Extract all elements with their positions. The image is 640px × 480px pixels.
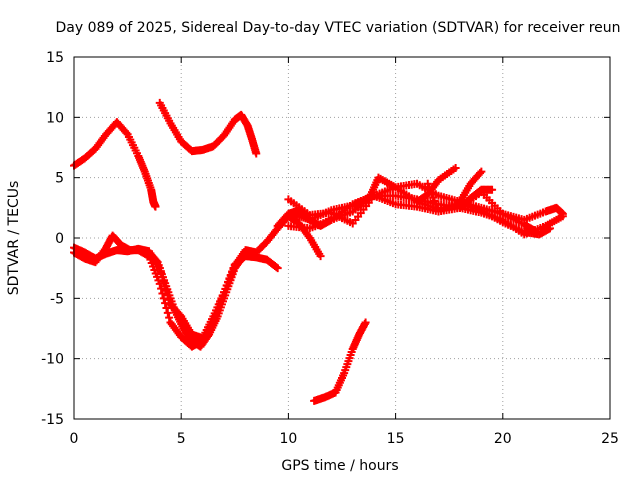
chart-title: Day 089 of 2025, Sidereal Day-to-day VTE… [55,20,620,36]
y-tick-label: -15 [41,412,64,428]
x-tick-label: 5 [177,431,186,447]
series-arc-1 [70,118,160,211]
data-point [451,164,460,173]
series-arc-3 [70,212,325,351]
data-point [165,313,174,322]
data-point [161,299,170,308]
tick-layer: 0 5 10 15 20 25 -15 -10 -5 0 5 10 15 [41,50,619,447]
data-point [361,318,370,327]
x-tick-label: 10 [279,431,297,447]
data-point [158,289,167,298]
data-point [252,149,261,158]
data-point [238,253,247,262]
series-arc-12 [455,185,497,212]
y-tick-label: 5 [55,171,64,187]
x-tick-label: 15 [387,431,405,447]
grid-layer [74,57,610,419]
data-point [159,294,168,303]
data-point [273,264,282,273]
data-point [162,303,171,312]
data-point [239,252,248,261]
y-axis-label: SDTVAR / TECUs [6,181,22,296]
x-tick-label: 20 [494,431,512,447]
y-tick-label: 0 [55,231,64,247]
y-tick-label: 15 [46,50,64,66]
series-arc-13 [310,318,370,405]
series-arc-5 [145,248,248,351]
data-point [488,185,497,194]
x-tick-label: 25 [601,431,619,447]
data-layer [70,98,567,405]
data-point [122,128,131,137]
data-point [316,252,325,261]
data-point [163,308,172,317]
y-tick-label: -10 [41,352,64,368]
data-point [545,224,554,233]
series-arc-2 [155,98,261,158]
data-point [558,209,567,218]
data-point [477,167,486,176]
y-tick-label: -5 [50,291,64,307]
data-point [476,169,485,178]
y-tick-label: 10 [46,110,64,126]
data-point [152,256,161,265]
x-tick-label: 0 [70,431,79,447]
x-axis-label: GPS time / hours [281,458,398,474]
data-point [272,263,281,272]
data-point [151,202,160,211]
